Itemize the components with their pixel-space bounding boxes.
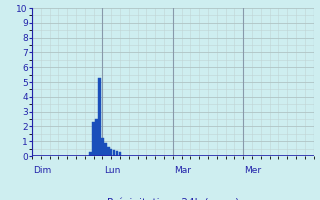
Text: Mer: Mer (244, 166, 262, 175)
Bar (119, 152, 121, 156)
Text: Lun: Lun (104, 166, 120, 175)
Bar (95, 119, 98, 156)
Bar (107, 147, 109, 156)
Text: Précipitations 24h ( mm ): Précipitations 24h ( mm ) (107, 197, 239, 200)
Bar (101, 138, 104, 156)
Bar (113, 150, 116, 156)
Bar (110, 149, 112, 156)
Text: Mar: Mar (174, 166, 191, 175)
Bar (92, 122, 95, 156)
Bar (98, 78, 101, 156)
Text: Dim: Dim (33, 166, 52, 175)
Bar (104, 143, 107, 156)
Bar (89, 152, 92, 156)
Bar (116, 151, 118, 156)
